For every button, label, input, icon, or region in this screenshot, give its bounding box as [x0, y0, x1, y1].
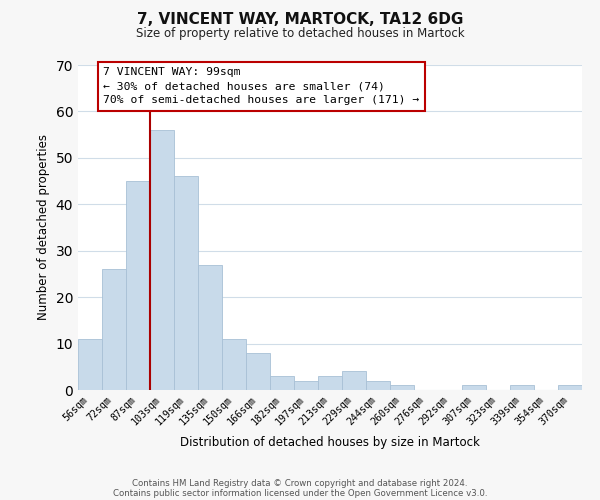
Text: Contains public sector information licensed under the Open Government Licence v3: Contains public sector information licen… [113, 488, 487, 498]
Bar [391, 386, 413, 390]
Bar [199, 264, 221, 390]
Bar [559, 386, 581, 390]
Bar [103, 270, 125, 390]
Bar [79, 339, 101, 390]
Text: Size of property relative to detached houses in Martock: Size of property relative to detached ho… [136, 28, 464, 40]
Bar [319, 376, 341, 390]
Bar [511, 386, 533, 390]
Y-axis label: Number of detached properties: Number of detached properties [37, 134, 50, 320]
Bar [223, 339, 245, 390]
Bar [295, 380, 317, 390]
Bar [463, 386, 485, 390]
Bar [247, 353, 269, 390]
Bar [175, 176, 197, 390]
Bar [151, 130, 173, 390]
X-axis label: Distribution of detached houses by size in Martock: Distribution of detached houses by size … [180, 436, 480, 448]
Bar [367, 380, 389, 390]
Bar [343, 372, 365, 390]
Bar [271, 376, 293, 390]
Bar [127, 181, 149, 390]
Text: 7, VINCENT WAY, MARTOCK, TA12 6DG: 7, VINCENT WAY, MARTOCK, TA12 6DG [137, 12, 463, 28]
Text: Contains HM Land Registry data © Crown copyright and database right 2024.: Contains HM Land Registry data © Crown c… [132, 478, 468, 488]
Text: 7 VINCENT WAY: 99sqm
← 30% of detached houses are smaller (74)
70% of semi-detac: 7 VINCENT WAY: 99sqm ← 30% of detached h… [103, 68, 419, 106]
